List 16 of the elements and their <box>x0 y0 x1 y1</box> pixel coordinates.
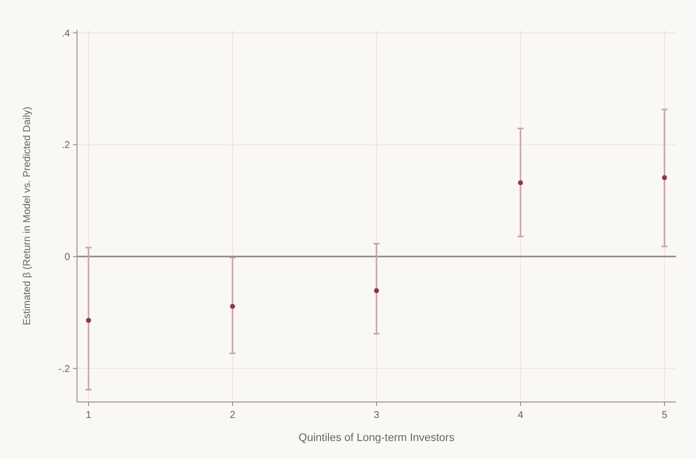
x-tick-label: 1 <box>86 410 92 421</box>
x-tick-label: 5 <box>662 410 668 421</box>
x-tick-label: 2 <box>230 410 236 421</box>
point <box>86 318 92 323</box>
x-axis-title: Quintiles of Long-term Investors <box>298 432 455 444</box>
point <box>518 180 523 186</box>
x-tick-label: 4 <box>518 410 524 421</box>
x-tick-label: 3 <box>374 410 380 421</box>
point <box>662 175 667 180</box>
y-tick-label: 0 <box>64 252 70 264</box>
point <box>230 304 236 309</box>
y-tick-label: .4 <box>62 28 70 40</box>
y-tick-label: -.2 <box>58 364 70 375</box>
point <box>374 288 379 294</box>
y-axis-title: Estimated β (Return in Model vs. Predicted Daily) <box>22 106 33 326</box>
y-tick-label: .2 <box>62 140 70 152</box>
